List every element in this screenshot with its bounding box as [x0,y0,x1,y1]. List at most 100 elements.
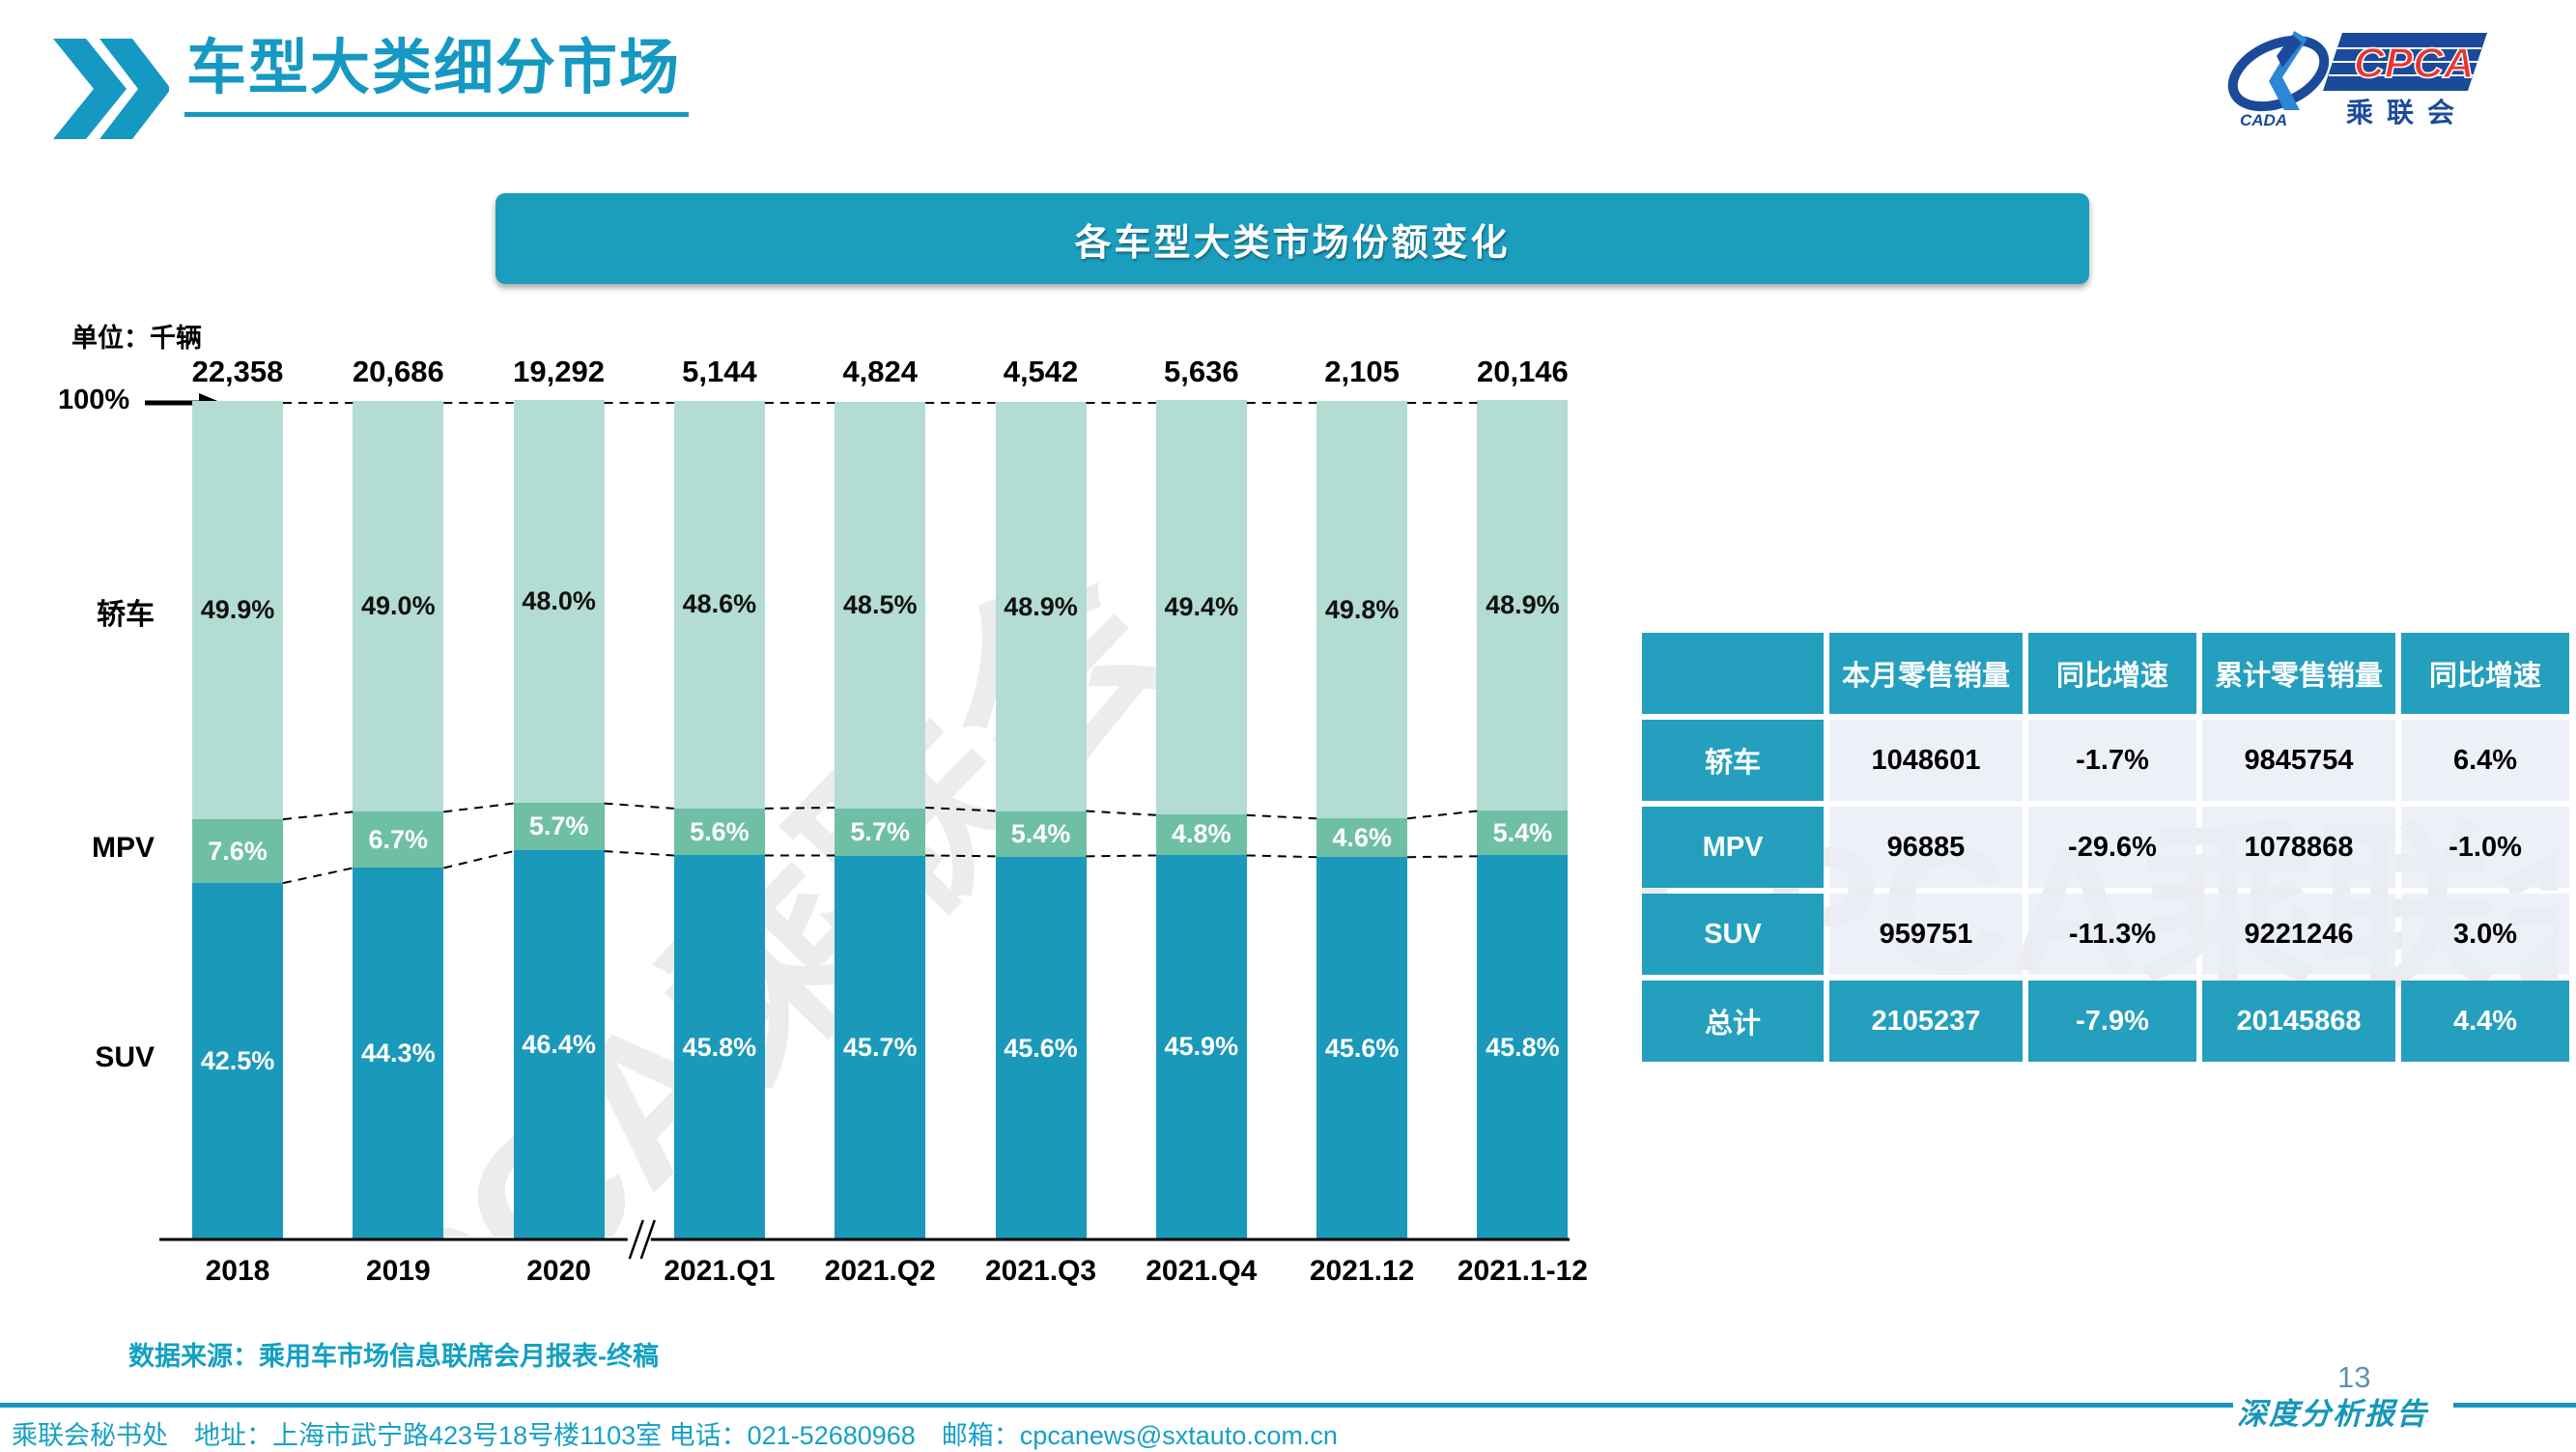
chart-title-banner: 各车型大类市场份额变化 [495,193,2089,284]
x-axis-tick-label: 2021.Q3 [984,1255,1097,1287]
stacked-bar-chart: 42.5% 7.6% 49.9% 22,358 2018 44.3% 6.7% 49.0% 20… [159,355,1588,1287]
segment-value-label: 6.7% [368,824,429,854]
bar-segment-SUV: 45.9% [1155,854,1247,1239]
footer-divider-right [2453,1403,2576,1408]
segment-value-label: 45.8% [682,1032,757,1062]
bar-segment-SUV: 42.5% [192,883,283,1239]
logo-cpca-text: CPCA [2354,40,2475,87]
x-axis-tick-label: 2021.Q2 [824,1255,936,1287]
segment-value-label: 5.7% [528,811,589,841]
bar-segment-MPV: 6.7% [353,811,444,868]
table-cell: -7.9% [2028,981,2196,1062]
table-cell: 9845754 [2202,720,2395,801]
report-type-label: 深度分析报告 [2237,1397,2428,1432]
segment-value-label: 48.6% [682,589,757,619]
logo-bird-shape [2269,31,2307,110]
bar-segment-SUV: 45.8% [673,855,765,1239]
stacked-bar: 45.6% 4.6% 49.8% [1316,401,1408,1239]
table-cell: 9221246 [2202,894,2395,975]
segment-value-label: 45.6% [1324,1033,1400,1063]
bar-segment-SUV: 44.3% [353,868,444,1239]
table-row-label: 总计 [1642,981,1824,1062]
bar-total-label: 20,686 [352,355,444,388]
bar-segment-SUV: 45.6% [995,857,1087,1239]
series-label-sedan: 轿车 [97,599,155,631]
bar-total-label: 4,542 [1003,355,1079,388]
x-axis-tick-label: 2021.1-12 [1457,1255,1588,1287]
bar-segment-轿车: 49.9% [192,401,283,820]
stacked-bar: 44.3% 6.7% 49.0% [353,401,444,1239]
segment-value-label: 48.9% [1004,591,1078,621]
table-row-label: MPV [1642,807,1824,888]
data-source-note: 数据来源：乘用车市场信息联席会月报表-终稿 [128,1342,659,1371]
table-cell: -1.7% [2028,720,2196,801]
segment-value-label: 49.9% [200,595,275,625]
table-cell: 4.4% [2401,981,2569,1062]
table-cell: -1.0% [2401,807,2569,888]
segment-value-label: 46.4% [522,1030,596,1060]
summary-table: 本月零售销量 同比增速 累计零售销量 同比增速 轿车 1048601 -1.7%… [1642,633,2569,1062]
footer-divider [0,1403,2233,1408]
stacked-bar: 42.5% 7.6% 49.9% [192,401,283,1239]
table-cell: 96885 [1829,807,2023,888]
segment-value-label: 7.6% [208,836,268,866]
x-axis-tick-label: 2021.Q4 [1146,1255,1258,1287]
cpca-logo: CADA CPCA 乘联会 [2227,31,2487,129]
table-cell: 3.0% [2401,894,2569,975]
bar-segment-轿车: 48.9% [1477,400,1569,811]
table-cell: -11.3% [2028,894,2196,975]
bar-segment-轿车: 49.4% [1155,400,1247,814]
footer-contact: 乘联会秘书处 地址：上海市武宁路423号18号楼1103室 电话：021-526… [12,1421,1338,1450]
bar-segment-MPV: 5.4% [995,811,1087,858]
x-axis-tick-label: 2021.Q1 [664,1255,776,1287]
table-cell: 1078868 [2202,807,2395,888]
bar-segment-SUV: 46.4% [513,850,605,1239]
x-axis-tick-label: 2021.12 [1309,1255,1415,1287]
top-axis-label: 100% [58,384,130,415]
bar-segment-MPV: 5.6% [673,808,765,856]
bar-total-label: 4,824 [842,355,918,388]
segment-value-label: 48.9% [1486,589,1560,619]
stacked-bar: 45.9% 4.8% 49.4% [1155,400,1247,1239]
table-header-cell [1642,633,1824,714]
bar-total-label: 22,358 [191,355,284,388]
segment-value-label: 49.4% [1164,592,1239,622]
table-cell: 2105237 [1829,981,2023,1062]
table-header-cell: 本月零售销量 [1829,633,2023,714]
unit-label: 单位：千辆 [71,324,202,353]
table-cell: 6.4% [2401,720,2569,801]
logo-cada-text: CADA [2240,111,2287,129]
series-label-suv: SUV [95,1041,155,1073]
bar-total-label: 5,144 [682,355,757,388]
page-number: 13 [2337,1360,2371,1394]
segment-value-label: 5.4% [1010,819,1071,849]
bar-segment-轿车: 49.8% [1316,401,1408,819]
bar-segment-轿车: 48.6% [673,401,765,809]
table-row-label: 轿车 [1642,720,1824,801]
stacked-bar: 45.8% 5.4% 48.9% [1477,400,1569,1239]
table-cell: -29.6% [2028,807,2196,888]
bar-segment-轿车: 48.0% [513,400,605,803]
segment-value-label: 4.6% [1332,822,1392,852]
table-header-cell: 累计零售销量 [2202,633,2395,714]
stacked-bar: 45.7% 5.7% 48.5% [835,401,926,1239]
segment-value-label: 49.0% [361,591,436,621]
bar-segment-SUV: 45.6% [1316,857,1408,1239]
bar-segment-轿车: 48.5% [835,401,926,809]
bar-total-label: 19,292 [513,355,605,388]
bar-segment-SUV: 45.8% [1477,855,1569,1239]
x-axis-tick-label: 2019 [365,1255,431,1287]
bar-segment-MPV: 5.4% [1477,810,1569,856]
segment-value-label: 44.3% [361,1039,436,1068]
bar-segment-SUV: 45.7% [835,856,926,1239]
segment-value-label: 5.6% [690,816,750,846]
bar-segment-MPV: 5.7% [513,802,605,851]
segment-value-label: 45.6% [1004,1033,1078,1063]
header: 车型大类细分市场 [53,39,690,139]
bar-segment-MPV: 4.8% [1155,813,1247,855]
table-header-cell: 同比增速 [2028,633,2196,714]
stacked-bar: 45.8% 5.6% 48.6% [673,401,765,1239]
bar-segment-MPV: 5.7% [835,808,926,857]
double-chevron-icon [53,39,169,139]
table-cell: 1048601 [1829,720,2023,801]
